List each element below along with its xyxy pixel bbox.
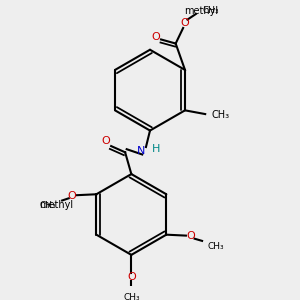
Text: CH₃: CH₃ [208, 242, 224, 251]
Text: O: O [151, 32, 160, 42]
Text: CH₃: CH₃ [40, 201, 57, 210]
Text: O: O [67, 191, 76, 201]
Text: O: O [187, 231, 196, 241]
Text: H: H [152, 144, 160, 154]
Text: methyl: methyl [184, 6, 218, 16]
Text: O: O [101, 136, 110, 146]
Text: O: O [127, 272, 136, 282]
Text: CH₃: CH₃ [202, 6, 219, 15]
Text: CH₃: CH₃ [123, 293, 140, 300]
Text: CH₃: CH₃ [212, 110, 230, 120]
Text: methyl: methyl [39, 200, 73, 210]
Text: N: N [136, 146, 145, 156]
Text: O: O [181, 18, 189, 28]
